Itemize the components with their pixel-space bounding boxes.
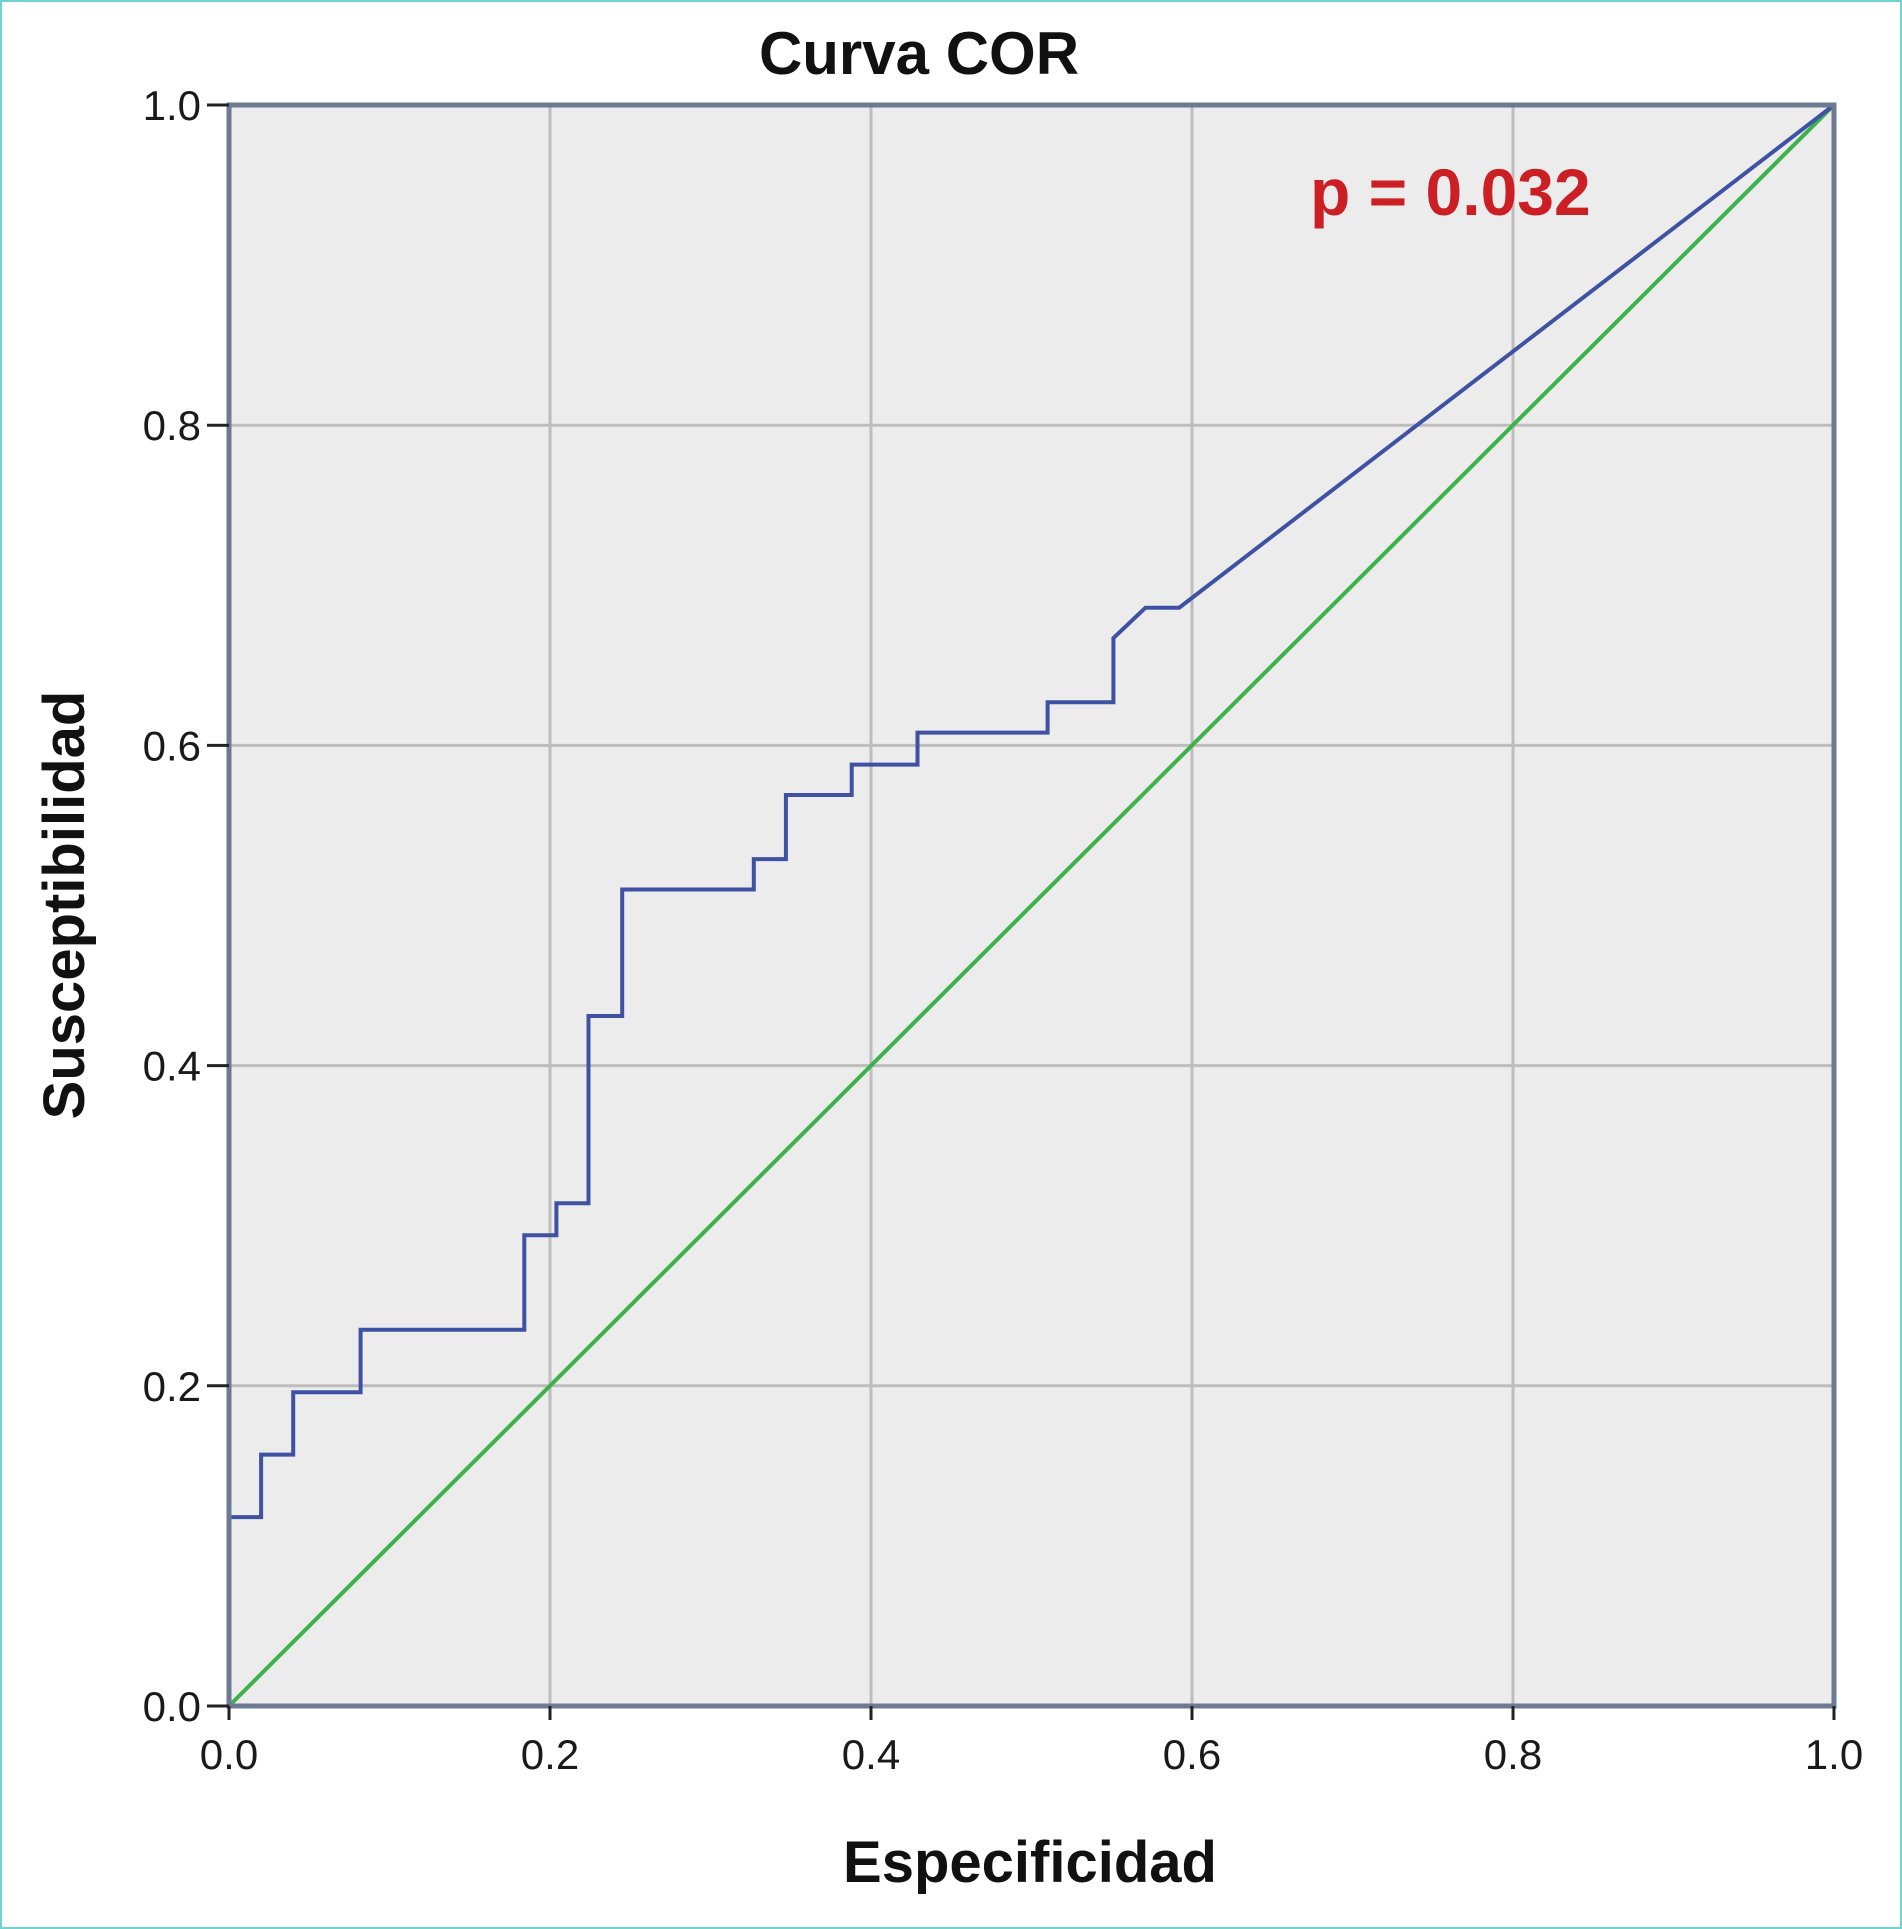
y-tick-label: 0.0 [143,1683,201,1730]
x-axis-label: Especificidad [843,1830,1217,1895]
plot-border [226,102,1837,1709]
axis-ticks: 0.0 0.2 0.4 0.6 0.8 1.0 0.0 0.2 0.4 0.6 0.8 1.0 [143,82,1864,1778]
x-tick-label: 0.6 [1163,1731,1221,1778]
series-group [227,103,1836,1708]
x-tick-label: 0.0 [200,1731,258,1778]
reference-line [227,103,1836,1708]
y-axis-label: Susceptibilidad [32,691,97,1120]
y-tick-label: 0.4 [143,1043,201,1090]
x-tick-label: 1.0 [1805,1731,1863,1778]
y-tick-label: 0.6 [143,722,201,769]
x-tick-label: 0.8 [1484,1731,1542,1778]
y-tick-label: 1.0 [143,82,201,129]
chart-title: Curva COR [759,20,1079,87]
x-tick-label: 0.2 [521,1731,579,1778]
y-tick-label: 0.8 [143,402,201,449]
p-value-annotation: p = 0.032 [1310,155,1591,229]
x-tick-label: 0.4 [842,1731,900,1778]
y-tick-label: 0.2 [143,1363,201,1410]
roc-curve [227,103,1836,1706]
